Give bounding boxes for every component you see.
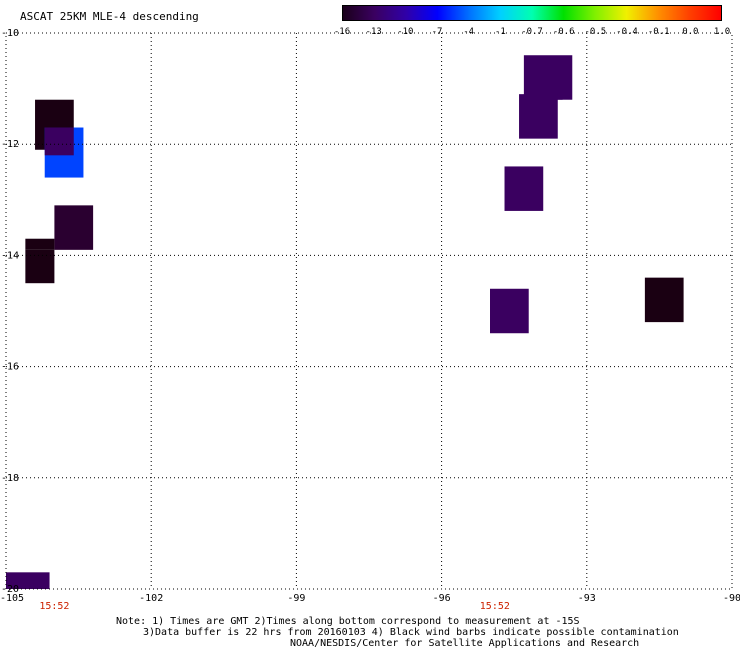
lat-tick-label: -12 (1, 139, 19, 150)
colorbar-label: -0.6 (552, 27, 575, 37)
colorbar-label: -13 (365, 27, 382, 37)
lat-tick-label: -10 (1, 28, 19, 39)
colorbar-label: -1 (494, 27, 506, 37)
lon-tick-label: -105 (0, 593, 24, 604)
lat-tick-label: -20 (1, 584, 19, 595)
data-cell (25, 238, 55, 250)
chart-title: ASCAT 25KM MLE-4 descending (20, 10, 199, 23)
colorbar-label: 0.0 (682, 27, 699, 37)
colorbar-label: -0.7 (521, 27, 543, 37)
lon-tick-label: -102 (139, 593, 163, 604)
colorbar-label: -10 (397, 27, 414, 37)
time-label: 15:52 (39, 601, 69, 612)
data-cell (54, 205, 94, 250)
note-line-1: Note: 1) Times are GMT 2)Times along bot… (116, 616, 580, 627)
colorbar-label: -16 (333, 27, 351, 37)
colorbar-label: -4 (463, 27, 475, 37)
data-cell (519, 94, 558, 139)
data-cell (490, 288, 529, 334)
lon-tick-label: -90 (723, 593, 740, 604)
lon-tick-label: -93 (578, 593, 596, 604)
colorbar-label: -7 (431, 27, 443, 37)
time-label: 15:52 (480, 601, 510, 612)
credit-line: NOAA/NESDIS/Center for Satellite Applica… (290, 638, 640, 649)
colorbar-label: -0.4 (616, 27, 638, 37)
lat-tick-label: -16 (1, 362, 19, 373)
lon-tick-label: -96 (433, 593, 451, 604)
data-cell (504, 166, 544, 211)
data-cell (6, 572, 50, 589)
colorbar (342, 5, 722, 21)
colorbar-label: -0.5 (584, 27, 607, 37)
plot-frame (5, 32, 733, 590)
colorbar-label: 1.0 (713, 27, 731, 37)
data-cell (523, 55, 573, 100)
lon-tick-label: -99 (287, 593, 305, 604)
lat-tick-label: -14 (1, 250, 19, 261)
note-line-2: 3)Data buffer is 22 hrs from 20160103 4)… (143, 627, 679, 638)
data-cell (644, 277, 684, 323)
data-cell (44, 127, 74, 156)
data-cell (25, 249, 55, 284)
lat-tick-label: -18 (1, 473, 19, 484)
colorbar-label: -0.1 (647, 27, 670, 37)
